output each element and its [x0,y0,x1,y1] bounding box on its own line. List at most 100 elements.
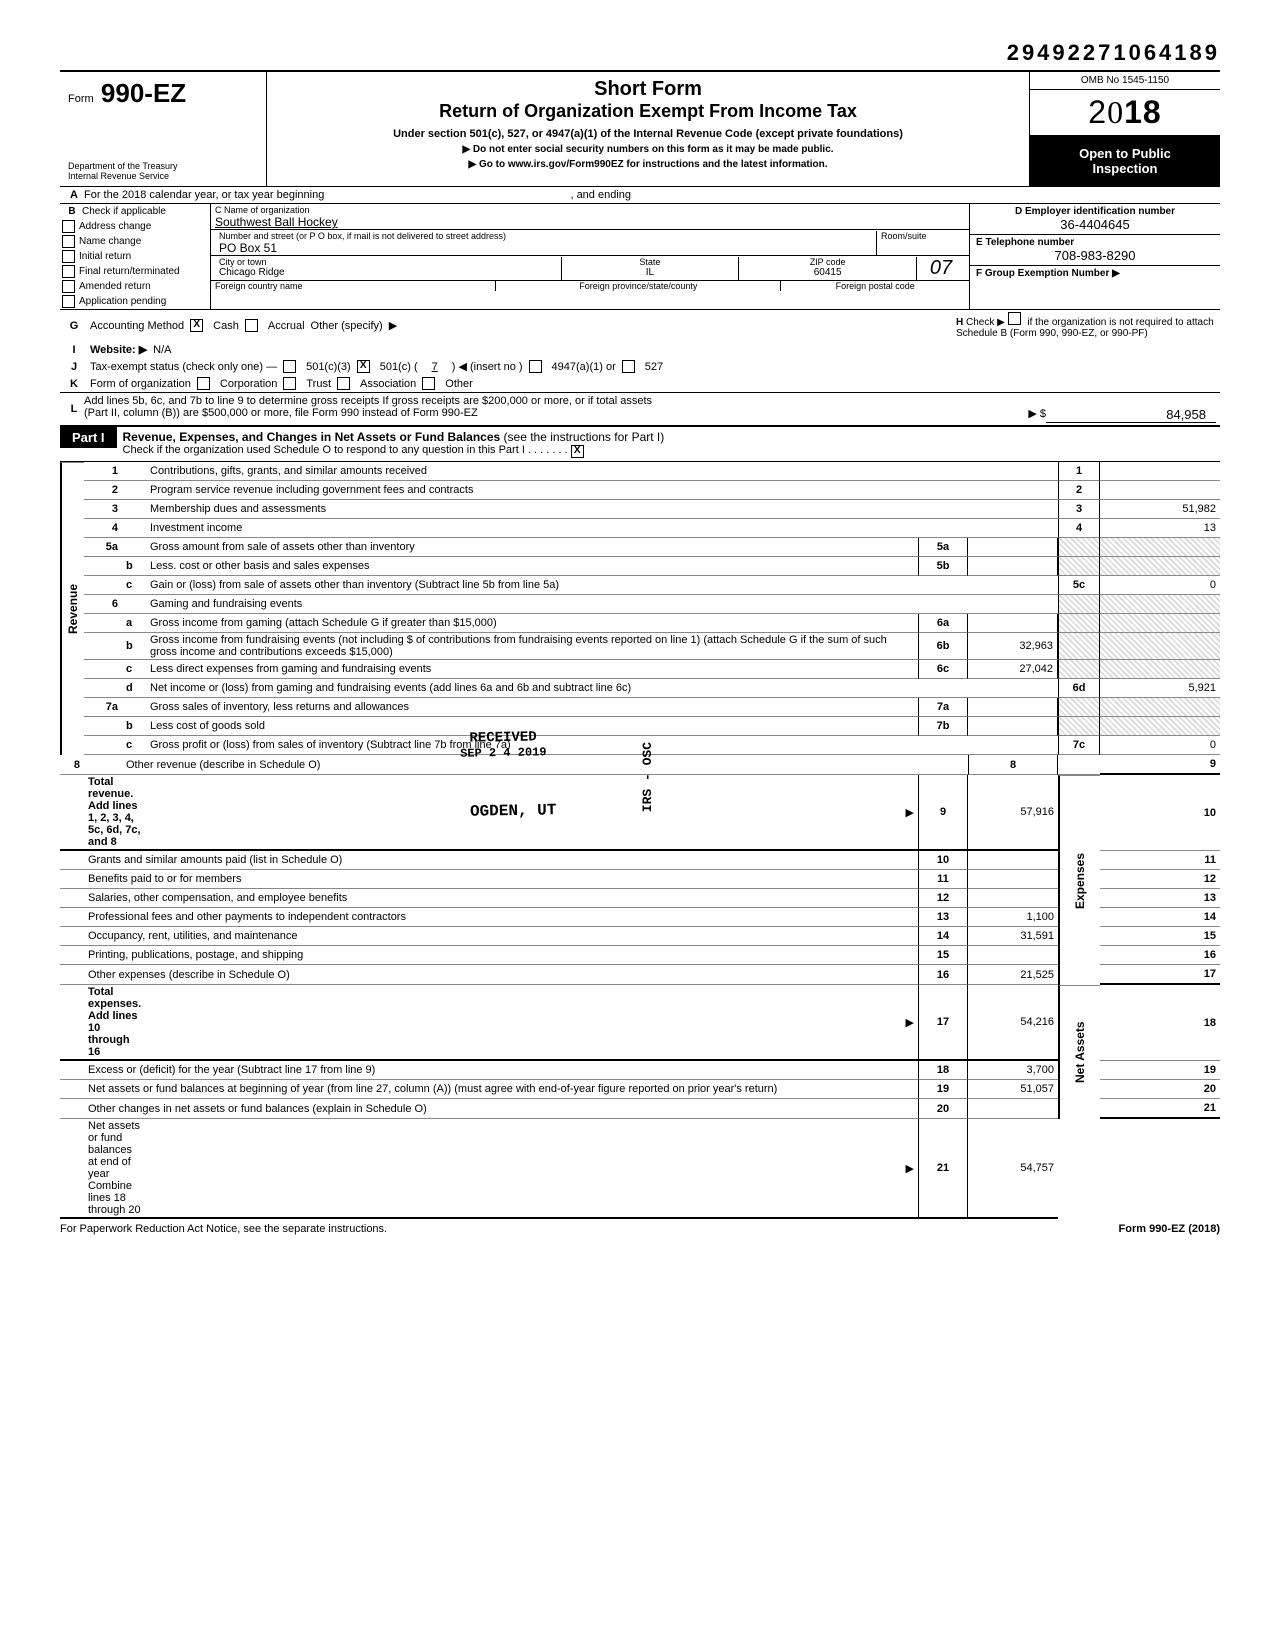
state-val: IL [566,267,735,278]
part1-sub: Check if the organization used Schedule … [123,444,568,456]
ln6b-shade [1058,633,1100,660]
ln5b-shade [1058,557,1100,576]
ln6b-iamt: 32,963 [968,633,1058,660]
chk-sched-o[interactable]: X [571,445,584,458]
ln20-desc: Other changes in net assets or fund bala… [84,1099,918,1119]
ln19-amt: 51,057 [968,1080,1058,1099]
part1-paren: (see the instructions for Part I) [504,430,665,444]
tax-exempt-label: Tax-exempt status (check only one) — [90,361,277,373]
chk-accrual[interactable] [245,319,258,332]
ln10-num: 10 [1100,775,1220,851]
ln7a-desc: Gross sales of inventory, less returns a… [146,698,918,717]
paperwork-notice: For Paperwork Reduction Act Notice, see … [60,1223,387,1235]
lbl-initial-return: Initial return [79,251,131,262]
name-label: C Name of organization [215,205,965,215]
ln12-num: 12 [1100,870,1220,889]
lbl-amended: Amended return [79,281,151,292]
ln6b-desc: Gross income from fundraising events (no… [146,633,918,660]
ln21-arrow: ▶ [146,1119,918,1219]
ln11-desc: Benefits paid to or for members [84,870,918,889]
ln7c-amt: 0 [1100,736,1220,755]
row-i-label: I [64,344,84,356]
lbl-accrual: Accrual [268,320,305,332]
ein-label: D Employer identification number [976,206,1214,217]
org-name: Southwest Ball Hockey [215,215,965,229]
ln10-box: 10 [918,851,968,870]
chk-4947[interactable] [529,360,542,373]
ln21-box: 21 [918,1119,968,1219]
ln6c-desc: Less direct expenses from gaming and fun… [146,660,918,679]
ln6-shade [1058,595,1100,614]
ln7c-desc: Gross profit or (loss) from sales of inv… [146,736,1058,755]
ln5a-iamt [968,538,1058,557]
ln6a-desc: Gross income from gaming (attach Schedul… [146,614,918,633]
ln7a-iamt [968,698,1058,717]
ln6-num: 6 [84,595,122,614]
form-id-footer: Form 990-EZ (2018) [1119,1223,1220,1235]
lbl-trust: Trust [306,378,331,390]
ln2-desc: Program service revenue including govern… [146,481,1058,500]
street-val: PO Box 51 [219,241,872,255]
part1-label: Part I [60,427,117,448]
ln6b-num: b [122,633,146,660]
chk-other-org[interactable] [422,377,435,390]
ln7a-shade2 [1100,698,1220,717]
h-check-text: Check ▶ [966,317,1005,328]
ln15-amt [968,946,1058,965]
title-return-of: Return of Organization Exempt From Incom… [277,101,1019,122]
lbl-insert-no: ) ◀ (insert no ) [452,360,523,373]
ln8-amt [1058,755,1100,775]
website-label: Website: ▶ [90,343,147,356]
ln7a-shade [1058,698,1100,717]
ln5a-shade [1058,538,1100,557]
chk-sched-b[interactable] [1008,312,1021,325]
ln21-amt: 54,757 [968,1119,1058,1219]
ln14-desc: Occupancy, rent, utilities, and maintena… [84,927,918,946]
check-applicable: Check if applicable [82,206,166,217]
row-g-label: G [64,320,84,332]
ln13-box: 13 [918,908,968,927]
chk-final-return[interactable] [62,265,75,278]
ln6d-amt: 5,921 [1100,679,1220,698]
ln20-amt [968,1099,1058,1119]
state-label: State [566,257,735,267]
fpost-label: Foreign postal code [836,281,915,291]
lbl-assoc: Association [360,378,416,390]
ln18-amt: 3,700 [968,1061,1058,1080]
chk-assoc[interactable] [337,377,350,390]
chk-amended[interactable] [62,280,75,293]
ln11-num: 11 [1100,851,1220,870]
ln6a-ibox: 6a [918,614,968,633]
chk-corp[interactable] [197,377,210,390]
ln4-num: 4 [84,519,122,538]
chk-527[interactable] [622,360,635,373]
ln2-box: 2 [1058,481,1100,500]
chk-501c3[interactable] [283,360,296,373]
chk-address-change[interactable] [62,220,75,233]
omb-number: OMB No 1545-1150 [1030,72,1220,90]
ln21-num: 21 [1100,1099,1220,1119]
ln13-desc: Professional fees and other payments to … [84,908,918,927]
ln10-desc: Grants and similar amounts paid (list in… [84,851,918,870]
chk-app-pending[interactable] [62,295,75,308]
side-expenses: Expenses [1058,775,1100,985]
chk-trust[interactable] [283,377,296,390]
acct-method: Accounting Method [90,320,184,332]
ln19-desc: Net assets or fund balances at beginning… [84,1080,918,1099]
ln5a-shade2 [1100,538,1220,557]
ln1-num: 1 [84,462,122,481]
chk-initial-return[interactable] [62,250,75,263]
ln1-amt [1100,462,1220,481]
ln9-arrow: ▶ [146,775,918,851]
ln3-num: 3 [84,500,122,519]
ln7a-ibox: 7a [918,698,968,717]
chk-cash[interactable]: X [190,319,203,332]
chk-501c[interactable]: X [357,360,370,373]
ln14-num: 14 [1100,908,1220,927]
row-a-text-end: , and ending [570,189,631,201]
chk-name-change[interactable] [62,235,75,248]
ln6c-shade [1058,660,1100,679]
ln17-num: 17 [1100,965,1220,985]
ln5a-desc: Gross amount from sale of assets other t… [146,538,918,557]
row-l-label: L [64,403,84,415]
